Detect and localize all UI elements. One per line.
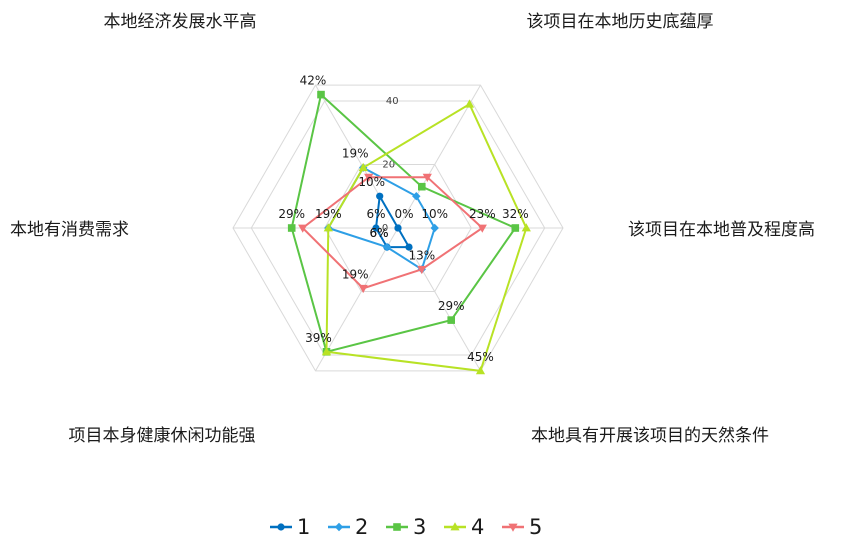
data-point: [418, 182, 426, 191]
data-point: [430, 223, 439, 233]
data-point: [508, 523, 518, 532]
data-point: [323, 223, 333, 232]
series-1: [372, 192, 413, 251]
data-label: 0%: [394, 207, 413, 221]
legend-item-4: 4: [444, 515, 484, 538]
data-point: [405, 243, 413, 251]
tick-label: 0: [382, 223, 388, 234]
data-point: [298, 224, 308, 233]
tick-label: 20: [382, 160, 395, 171]
series-line: [374, 193, 411, 249]
axis-label-natural-conditions: 本地具有开展该项目的天然条件: [531, 426, 769, 446]
data-point: [358, 162, 368, 172]
data-point: [382, 242, 392, 252]
legend-label: 3: [413, 515, 426, 538]
data-point: [394, 224, 402, 232]
data-point: [334, 522, 344, 532]
grid-spoke: [397, 227, 481, 372]
axis-label-health-leisure: 项目本身健康休闲功能强: [69, 426, 256, 446]
data-label: 45%: [467, 350, 494, 364]
legend-label: 4: [471, 515, 484, 538]
radar-tick-labels: 0 20 40: [382, 96, 399, 234]
legend-item-1: 1: [270, 515, 310, 538]
data-point: [417, 265, 427, 275]
data-point: [358, 284, 368, 294]
data-point: [450, 522, 460, 531]
data-label: 19%: [342, 147, 369, 161]
radar-series: [287, 90, 531, 375]
data-label: 42%: [300, 74, 327, 88]
series-4: [321, 99, 531, 375]
data-point: [376, 192, 384, 200]
series-line: [301, 176, 484, 290]
data-label: 6%: [369, 226, 388, 240]
data-point: [521, 223, 531, 232]
data-point: [317, 90, 325, 99]
data-label: 6%: [369, 226, 388, 240]
data-point: [364, 173, 374, 182]
data-label: 39%: [305, 331, 332, 345]
data-point: [475, 366, 486, 375]
data-point: [447, 316, 455, 324]
legend-item-3: 3: [386, 515, 426, 538]
data-label: 29%: [438, 299, 465, 313]
data-point: [412, 192, 421, 201]
axis-label-popularity: 该项目在本地普及程度高: [628, 220, 815, 240]
legend-label: 2: [355, 515, 368, 538]
data-label: 32%: [502, 207, 529, 221]
axis-label-consumer-demand: 本地有消费需求: [10, 220, 129, 240]
axis-label-history: 该项目在本地历史底蕴厚: [527, 12, 714, 32]
data-label: 10%: [421, 207, 448, 221]
data-point: [511, 224, 520, 232]
data-label: 29%: [278, 207, 305, 221]
data-label: 10%: [358, 175, 385, 189]
tick-label: 40: [386, 96, 399, 107]
data-point: [287, 224, 296, 232]
grid-spoke: [315, 227, 399, 372]
data-point: [372, 224, 380, 232]
axis-label-economy: 本地经济发展水平高: [104, 12, 257, 32]
data-point: [277, 523, 285, 531]
legend-label: 1: [297, 515, 310, 538]
data-point: [477, 224, 487, 233]
data-label: 19%: [315, 207, 342, 221]
data-label: 19%: [342, 267, 369, 281]
radar-axis-labels: 本地经济发展水平高 该项目在本地历史底蕴厚 该项目在本地普及程度高 本地具有开展…: [10, 12, 815, 446]
grid-spoke: [397, 84, 481, 229]
legend-label: 5: [529, 515, 542, 538]
data-label: 6%: [366, 207, 385, 221]
data-label: 23%: [469, 207, 496, 221]
legend-item-5: 5: [502, 515, 542, 538]
radar-data-labels: 10%0%6%6%19%10%6%19%42%32%29%39%29%45%23…: [278, 74, 528, 364]
series-3: [287, 90, 520, 356]
data-point: [393, 523, 401, 531]
legend-item-2: 2: [328, 515, 368, 538]
series-5: [298, 173, 487, 294]
data-point: [422, 173, 432, 182]
data-point: [321, 347, 332, 356]
data-label: 13%: [408, 248, 435, 262]
chart-legend: 1 2 3 4 5: [270, 515, 542, 538]
data-point: [464, 99, 475, 108]
